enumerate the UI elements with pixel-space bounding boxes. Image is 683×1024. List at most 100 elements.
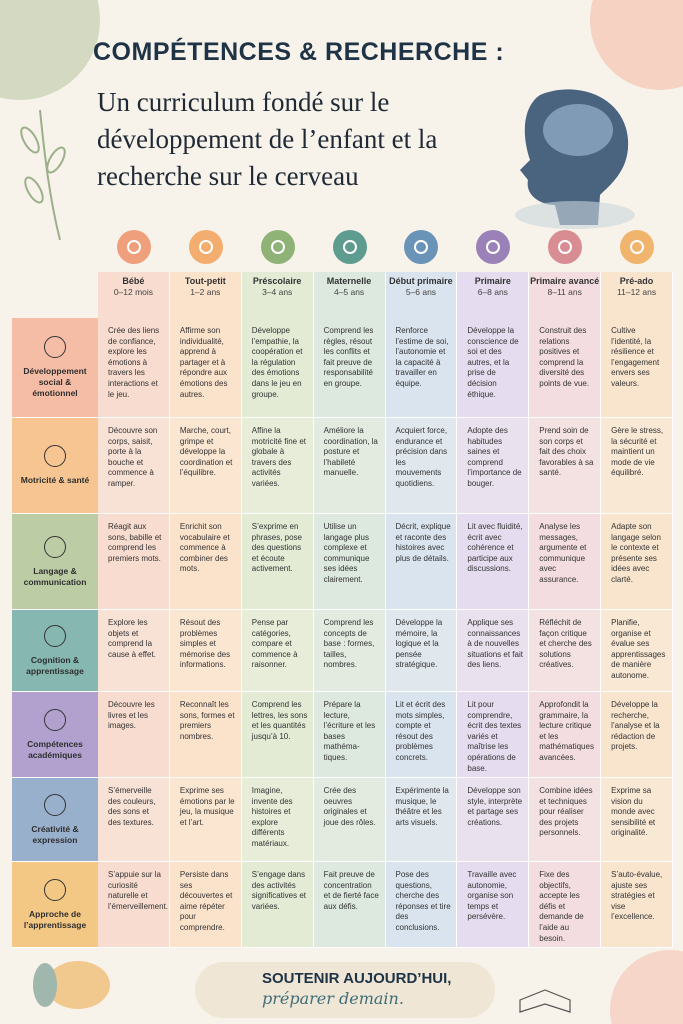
stage-header: Préscolaire 3–4 ans xyxy=(241,272,314,318)
domain-icon xyxy=(44,624,66,647)
icon-glyph xyxy=(198,240,213,254)
leaf xyxy=(24,176,44,204)
cell: Comprend les concepts de base : formes, … xyxy=(313,610,386,692)
cell: S’auto-évalue, ajuste ses stratégies et … xyxy=(601,862,673,948)
icon-glyph xyxy=(126,240,141,254)
stage-icon xyxy=(620,230,655,264)
stage-ages: 11–12 ans xyxy=(617,287,657,297)
cell: Comprend les règles, résout les conflits… xyxy=(313,318,386,418)
stage-name: Tout-petit xyxy=(184,276,226,286)
stage-name: Pré-ado xyxy=(619,276,654,286)
icon-glyph xyxy=(414,240,429,254)
domain-label: Motricité & santé xyxy=(20,475,90,485)
brain xyxy=(543,104,613,156)
cell: Fait preuve de concentration et de fiert… xyxy=(313,862,386,948)
book-icon xyxy=(519,989,571,1013)
stage-header: Début primaire 5–6 ans xyxy=(385,272,458,318)
cell: Prend soin de son corps et fait des choi… xyxy=(529,418,602,514)
cell: Crée des liens de confiance, explore les… xyxy=(98,318,170,418)
cell: Expérimente la musique, le théâtre et le… xyxy=(385,778,458,862)
stage-name: Bébé xyxy=(122,276,145,286)
stage-name: Maternelle xyxy=(326,276,372,286)
domain-icon xyxy=(44,535,66,558)
domain-label: Cognition & apprentissage xyxy=(26,654,84,676)
stage-header: Bébé 0–12 mois xyxy=(98,272,170,318)
icon-glyph xyxy=(558,240,573,254)
cell: Gère le stress, la sécurité et maintient… xyxy=(601,418,673,514)
cell: Fixe des objectifs, accepte les défis et… xyxy=(529,862,602,948)
stage-header: Tout-petit 1–2 ans xyxy=(169,272,242,318)
domain-header: Approche de l’apprentissage xyxy=(12,862,98,948)
cell: Marche, court, grimpe et développe la co… xyxy=(169,418,242,514)
subtitle: Un curriculum fondé sur le développement… xyxy=(97,87,438,191)
footer-banner xyxy=(195,962,495,1018)
domain-label: Compétences académiques xyxy=(27,738,83,760)
stage-name: Primaire xyxy=(474,276,511,286)
corner-blob xyxy=(610,950,683,1024)
domain-header: Cognition & apprentissage xyxy=(12,610,98,692)
domain-icon xyxy=(44,445,66,467)
icon-glyph xyxy=(486,240,501,254)
stage-ages: 8–11 ans xyxy=(547,287,582,297)
glyph xyxy=(414,240,429,254)
stage-icon xyxy=(116,230,151,264)
stage-icon xyxy=(476,230,511,264)
cell: Découvre les livres et les images. xyxy=(98,692,170,778)
stage-name: Préscolaire xyxy=(252,276,302,286)
domain-header: Motricité & santé xyxy=(12,418,98,514)
cell: Décrit, explique et raconte des histoire… xyxy=(385,514,458,610)
icon-glyph xyxy=(342,240,357,254)
cell: Construit des relations positives et com… xyxy=(529,318,602,418)
cell: Résout des problèmes simples et mémorise… xyxy=(169,610,242,692)
leaf xyxy=(20,126,40,154)
glyph xyxy=(630,240,645,254)
cell: Approfondit la grammaire, la lecture cri… xyxy=(529,692,602,778)
cell: Cultive l’identité, la résilience et l’e… xyxy=(601,318,673,418)
icon-glyph xyxy=(630,240,645,254)
stage-header: Primaire avancé 8–11 ans xyxy=(529,272,602,318)
cell: Crée des oeuvres originales et joue des … xyxy=(313,778,386,862)
cell: Développe la conscience de soi et des au… xyxy=(457,318,530,418)
cell: Analyse les messages, argumente et commu… xyxy=(529,514,602,610)
domain-label: Créativité & expression xyxy=(31,823,79,845)
cell: Affine la motricité fine et globale à tr… xyxy=(241,418,314,514)
icon-glyph xyxy=(270,240,285,254)
cell: Utilise un langage plus complexe et comm… xyxy=(313,514,386,610)
domain-icon xyxy=(44,878,66,901)
cell: Lit pour comprendre, écrit des textes va… xyxy=(457,692,530,778)
stage-ages: 3–4 ans xyxy=(262,287,293,297)
watercolor xyxy=(515,201,635,229)
domain-icon xyxy=(44,708,66,731)
cell: Reconnaît les sons, formes et premiers n… xyxy=(169,692,242,778)
cell: Lit avec fluidité, écrit avec cohérence … xyxy=(457,514,530,610)
title: COMPÉTENCES & RECHERCHE : xyxy=(93,38,505,66)
cell: Réfléchit de façon critique et cherche d… xyxy=(529,610,602,692)
domain-header: Langage & communication xyxy=(12,514,98,610)
glyph xyxy=(270,240,285,254)
leaf xyxy=(46,146,66,174)
cell: Adopte des habitudes saines et comprend … xyxy=(457,418,530,514)
cell: Développe la mémoire, la logique et la p… xyxy=(385,610,458,692)
stage-header: Maternelle 4–5 ans xyxy=(313,272,386,318)
cell: Enrichit son vocabulaire et commence à c… xyxy=(169,514,242,610)
glyph xyxy=(342,240,357,254)
glyph xyxy=(558,240,573,254)
footer-line: SOUTENIR AUJOURD’HUI, xyxy=(262,970,452,987)
stage-name: Début primaire xyxy=(389,276,453,286)
cell: Pose des questions, cherche des réponses… xyxy=(385,862,458,948)
stage-ages: 4–5 ans xyxy=(333,287,365,297)
cell: Découvre son corps, saisit, porte à la b… xyxy=(98,418,170,514)
stage-ages: 6–8 ans xyxy=(477,287,508,297)
cell: S’émerveille des couleurs, des sons et d… xyxy=(98,778,170,862)
domain-header: Compétences académiques xyxy=(12,692,98,778)
stage-name: Primaire avancé xyxy=(530,276,600,286)
cell: Planifie, organise et évalue ses apprent… xyxy=(601,610,673,692)
stage-icon xyxy=(332,230,367,264)
domain-header: Développement social & émotionnel xyxy=(12,318,98,418)
glyph xyxy=(126,240,141,254)
domain-label: Approche de l’apprentissage xyxy=(23,908,87,930)
stage-icon xyxy=(260,230,295,264)
